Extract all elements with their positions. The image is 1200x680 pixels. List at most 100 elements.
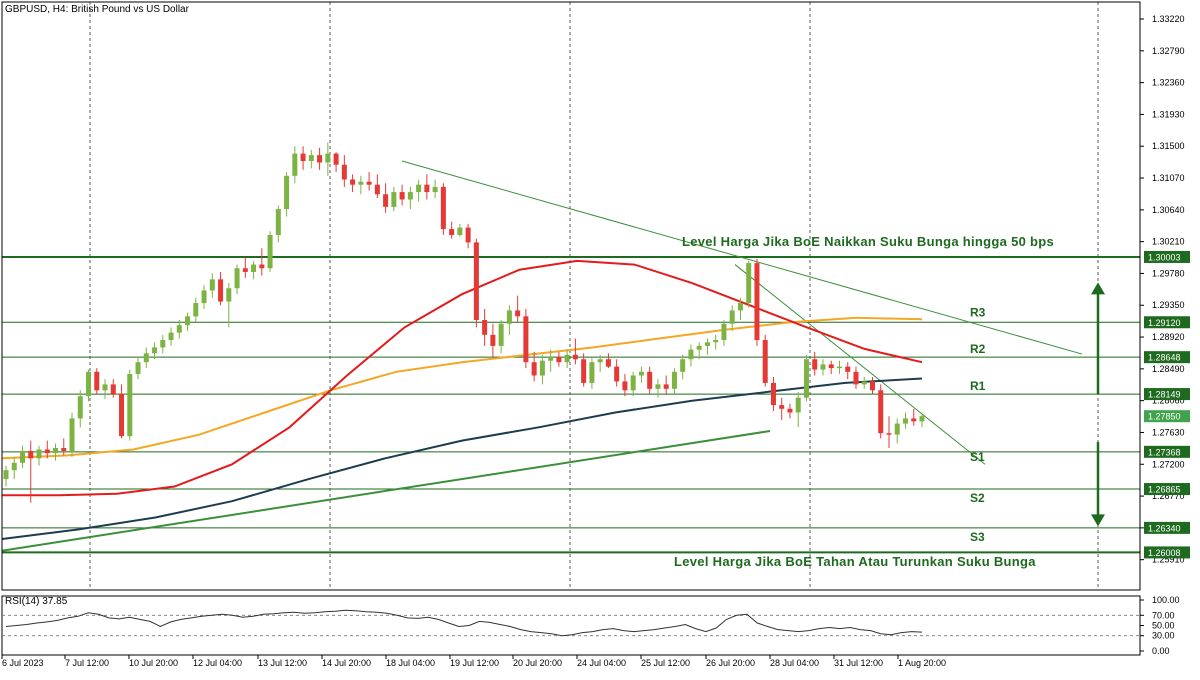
- rsi-line: [5, 609, 923, 637]
- candle-body-20: [168, 332, 174, 341]
- level-tag-bg-6: [1144, 521, 1190, 534]
- candle-body-68: [564, 354, 570, 363]
- candle-body-49: [407, 192, 413, 200]
- level-tag-bg-2: [1144, 351, 1190, 364]
- candle-body-43: [358, 181, 364, 185]
- candle-body-108: [894, 423, 900, 435]
- candle-body-10: [86, 371, 92, 397]
- y-tick-label-11: 1.28490: [1152, 364, 1185, 374]
- candle-body-98: [812, 359, 818, 370]
- rsi-tick-label-1: 70.00: [1152, 610, 1175, 620]
- y-tick-label-14: 1.27200: [1152, 459, 1185, 469]
- candle-body-78: [647, 371, 653, 389]
- level-labels: R3 R2 R1 S1 S2 S3: [970, 305, 986, 544]
- candle-body-107: [886, 433, 892, 435]
- level-tag-1: 1.29120: [1148, 318, 1181, 328]
- y-tick-label-13: 1.27630: [1152, 427, 1185, 437]
- candle-body-47: [391, 192, 397, 207]
- candle-body-46: [383, 194, 389, 207]
- candle-body-64: [531, 362, 537, 376]
- candle-body-73: [605, 359, 611, 367]
- y-tick-label-2: 1.32360: [1152, 78, 1185, 88]
- candle-body-82: [680, 359, 686, 372]
- x-tick-label-7: 19 Jul 12:00: [450, 658, 499, 668]
- level-tag-7: 1.26008: [1148, 548, 1181, 558]
- candle-body-38: [317, 155, 323, 163]
- time-axis: 6 Jul 2023 7 Jul 12:00 10 Jul 20:00 12 Jul …: [1, 655, 946, 668]
- candle-body-34: [284, 175, 290, 210]
- candle-body-45: [374, 184, 380, 195]
- candle-body-85: [704, 342, 710, 346]
- price-pane-frame: [1, 1, 1141, 591]
- candle-body-48: [399, 192, 405, 200]
- candle-body-57: [473, 242, 479, 321]
- candle-body-87: [721, 323, 727, 341]
- rsi-tick-label-4: 0.00: [1152, 646, 1170, 656]
- y-tick-label-0: 1.33220: [1152, 14, 1185, 24]
- candle-body-62: [515, 310, 521, 317]
- candle-body-90: [746, 263, 752, 304]
- candle-body-27: [226, 288, 232, 302]
- candle-body-66: [548, 357, 554, 361]
- candle-body-80: [663, 384, 669, 389]
- x-tick-label-0: 6 Jul 2023: [2, 658, 44, 668]
- candle-body-95: [787, 408, 793, 413]
- candle-body-94: [779, 405, 785, 409]
- candle-body-41: [341, 164, 347, 180]
- candle-body-7: [61, 447, 67, 451]
- candle-body-86: [713, 340, 719, 343]
- candle-body-21: [176, 325, 182, 333]
- candle-body-69: [572, 354, 578, 360]
- candle-body-71: [589, 362, 595, 383]
- annotation-lower: Level Harga Jika BoE Tahan Atau Turunkan…: [674, 554, 1036, 569]
- candle-body-60: [498, 323, 504, 346]
- candle-body-61: [506, 310, 512, 324]
- candle-body-32: [267, 234, 273, 269]
- candle-body-42: [350, 179, 356, 185]
- candle-body-100: [828, 364, 834, 369]
- candle-body-77: [638, 371, 644, 376]
- candle-body-18: [152, 347, 158, 354]
- candle-body-39: [325, 153, 331, 163]
- candle-body-30: [251, 264, 257, 272]
- candle-body-19: [160, 340, 166, 348]
- candle-body-50: [416, 184, 422, 193]
- arrow-up-head: [1091, 282, 1105, 295]
- candle-body-40: [333, 153, 339, 165]
- rsi-title: RSI(14) 37.85: [5, 596, 68, 607]
- ma-orange-line: [1, 316, 923, 460]
- candle-body-110: [911, 418, 917, 422]
- candle-body-103: [853, 371, 859, 385]
- candle-body-28: [234, 268, 240, 289]
- candle-body-104: [861, 381, 867, 385]
- candle-body-89: [737, 303, 743, 311]
- level-tag-3: 1.28149: [1148, 390, 1181, 400]
- annotation-upper: Level Harga Jika BoE Naikkan Suku Bunga …: [682, 234, 1054, 249]
- trendline-1: [401, 160, 1083, 355]
- candle-body-53: [440, 186, 446, 230]
- candle-body-9: [77, 396, 83, 419]
- candle-body-8: [69, 418, 75, 451]
- candle-body-58: [482, 320, 488, 335]
- candle-body-97: [803, 359, 809, 398]
- rsi-tick-label-0: 100.00: [1152, 595, 1180, 605]
- rsi-tick-label-3: 30.00: [1152, 631, 1175, 641]
- candle-body-23: [193, 303, 199, 317]
- x-tick-label-12: 28 Jul 04:00: [770, 658, 819, 668]
- x-tick-label-11: 26 Jul 20:00: [706, 658, 755, 668]
- x-tick-label-1: 7 Jul 12:00: [65, 658, 109, 668]
- candle-body-74: [614, 366, 620, 382]
- candle-body-12: [102, 384, 108, 391]
- candle-body-31: [259, 264, 265, 269]
- candle-body-67: [556, 357, 562, 363]
- candle-body-81: [671, 371, 677, 389]
- x-tick-label-13: 31 Jul 12:00: [834, 658, 883, 668]
- candle-body-24: [201, 290, 207, 304]
- candle-body-76: [630, 375, 636, 391]
- candle-body-54: [449, 229, 455, 235]
- candle-body-37: [308, 155, 314, 162]
- candle-body-65: [539, 360, 545, 376]
- candles: [3, 142, 925, 503]
- candle-body-5: [44, 449, 50, 454]
